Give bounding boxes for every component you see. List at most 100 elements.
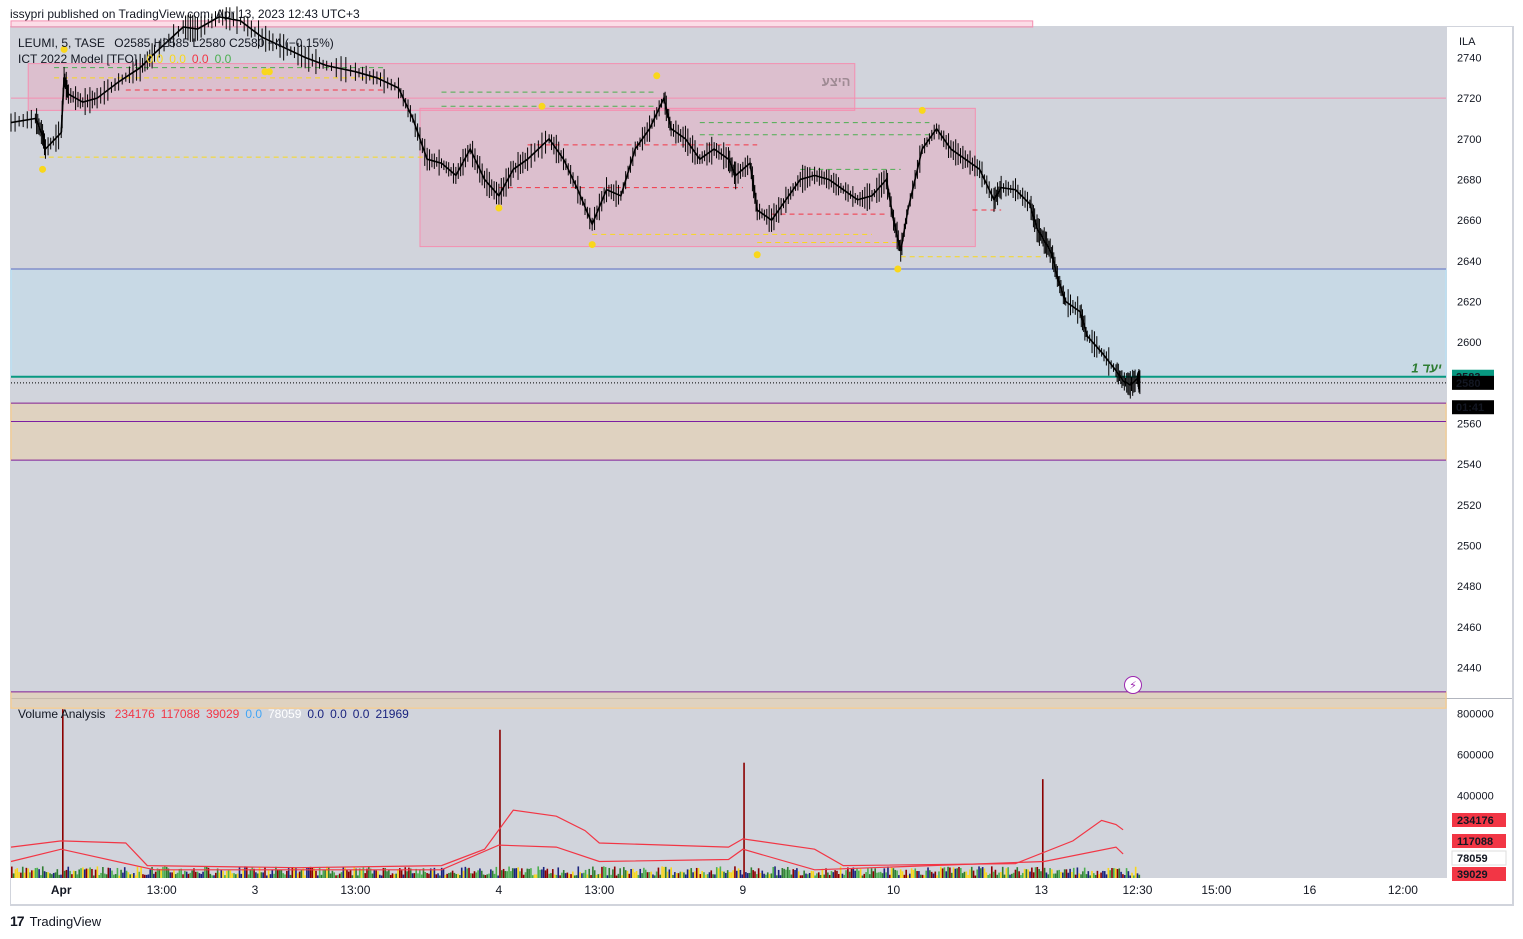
price-badge-bg-1 xyxy=(1452,375,1494,390)
volume-bar xyxy=(238,866,241,878)
volume-bar xyxy=(885,872,887,878)
volume-bar xyxy=(511,868,514,878)
volume-bar xyxy=(205,866,208,878)
time-label-2: 3 xyxy=(252,883,259,897)
volume-bar xyxy=(96,866,99,878)
volume-bar xyxy=(63,870,66,878)
discount-zone xyxy=(10,268,1447,378)
time-label-9: 12:30 xyxy=(1122,883,1152,897)
volume-bar xyxy=(280,869,283,878)
volume-bar xyxy=(1085,874,1088,878)
volume-bar xyxy=(56,869,59,878)
volume-bar xyxy=(992,871,995,878)
volume-bar xyxy=(358,868,361,878)
volume-bar xyxy=(1043,867,1046,878)
volume-bar xyxy=(750,867,753,878)
volume-pane-bg[interactable] xyxy=(11,699,1446,878)
volume-bar xyxy=(38,869,40,878)
volume-bar xyxy=(572,871,574,878)
volume-bar xyxy=(633,872,636,878)
brand-name[interactable]: TradingView xyxy=(29,913,102,929)
volume-bar xyxy=(737,868,740,878)
volume-indicator-name[interactable]: Volume Analysis xyxy=(18,707,106,721)
volume-bar xyxy=(950,872,953,878)
volume-bar xyxy=(630,868,632,878)
volume-bar xyxy=(1012,872,1015,878)
indicator-value-2: 0.0 xyxy=(191,52,209,66)
volume-bar xyxy=(1076,867,1079,878)
volume-bar xyxy=(1058,869,1060,878)
volume-bar xyxy=(632,868,634,878)
volume-bar xyxy=(227,870,230,878)
tradingview-logo-icon[interactable]: 17 xyxy=(10,913,25,929)
volume-bar xyxy=(579,872,581,878)
volume-bar xyxy=(51,874,53,878)
demand-zone xyxy=(10,402,1447,461)
volume-bar xyxy=(497,875,499,878)
volume-bar xyxy=(522,874,525,878)
pivot-low-1 xyxy=(261,68,269,76)
lightning-icon[interactable]: ⚡ xyxy=(1124,676,1142,694)
volume-bar xyxy=(1018,871,1020,878)
volume-bar xyxy=(464,866,467,878)
volume-bar xyxy=(595,874,598,878)
volume-bar xyxy=(794,870,796,878)
volume-bar xyxy=(269,874,272,878)
volume-bar xyxy=(313,868,315,878)
volume-bar xyxy=(830,871,833,878)
volume-bar xyxy=(803,870,805,878)
volume-bar xyxy=(679,871,682,878)
volume-bar xyxy=(807,874,809,878)
volume-bar xyxy=(264,867,266,878)
price-tick-2480: 2480 xyxy=(1457,581,1481,593)
volume-bar xyxy=(1094,874,1097,878)
volume-bar xyxy=(142,874,144,878)
time-label-6: 9 xyxy=(740,883,747,897)
volume-bar xyxy=(125,870,128,878)
volume-bar xyxy=(455,874,458,878)
volume-bar xyxy=(925,870,928,878)
volume-bar xyxy=(209,873,212,878)
volume-ma-lower xyxy=(10,844,1124,871)
volume-bar xyxy=(382,867,385,878)
volume-bar xyxy=(1113,868,1115,878)
volume-bar xyxy=(482,874,485,878)
volume-bar xyxy=(837,873,840,878)
indicator-name[interactable]: ICT 2022 Model [TFO] xyxy=(18,52,138,66)
price-axis-bg[interactable] xyxy=(1447,27,1512,878)
volume-bar xyxy=(907,875,909,878)
volume-bar xyxy=(1133,875,1135,878)
volume-bar xyxy=(267,870,270,878)
supply-zone-top xyxy=(10,20,1034,28)
volume-bar xyxy=(586,874,589,878)
price-pane-bg[interactable] xyxy=(11,27,1446,698)
time-axis-bg[interactable] xyxy=(11,878,1512,904)
volume-bar xyxy=(785,869,787,878)
volume-bar xyxy=(83,869,86,878)
volume-bar xyxy=(433,867,436,878)
volume-bar xyxy=(670,867,672,878)
volume-bar xyxy=(276,869,279,878)
volume-bar xyxy=(883,868,886,878)
volume-bar xyxy=(969,869,971,878)
volume-bar xyxy=(978,866,980,878)
volume-bar xyxy=(621,875,623,878)
time-label-10: 15:00 xyxy=(1201,883,1231,897)
volume-bar xyxy=(134,875,137,878)
price-tick-2620: 2620 xyxy=(1457,297,1481,309)
volume-bar xyxy=(535,874,538,878)
volume-bar xyxy=(757,868,760,878)
volume-bar xyxy=(694,871,696,878)
volume-bar xyxy=(109,868,111,878)
volume-bar xyxy=(548,873,550,878)
volume-bar xyxy=(429,868,432,878)
volume-bar xyxy=(606,875,609,878)
volume-bar xyxy=(644,869,647,878)
volume-bar xyxy=(326,866,328,878)
price-tick-2740: 2740 xyxy=(1457,53,1481,65)
symbol-name[interactable]: LEUMI, 5, TASE xyxy=(18,36,105,50)
volume-bar xyxy=(58,874,60,878)
volume-bar xyxy=(577,866,580,878)
volume-bar xyxy=(582,872,585,878)
